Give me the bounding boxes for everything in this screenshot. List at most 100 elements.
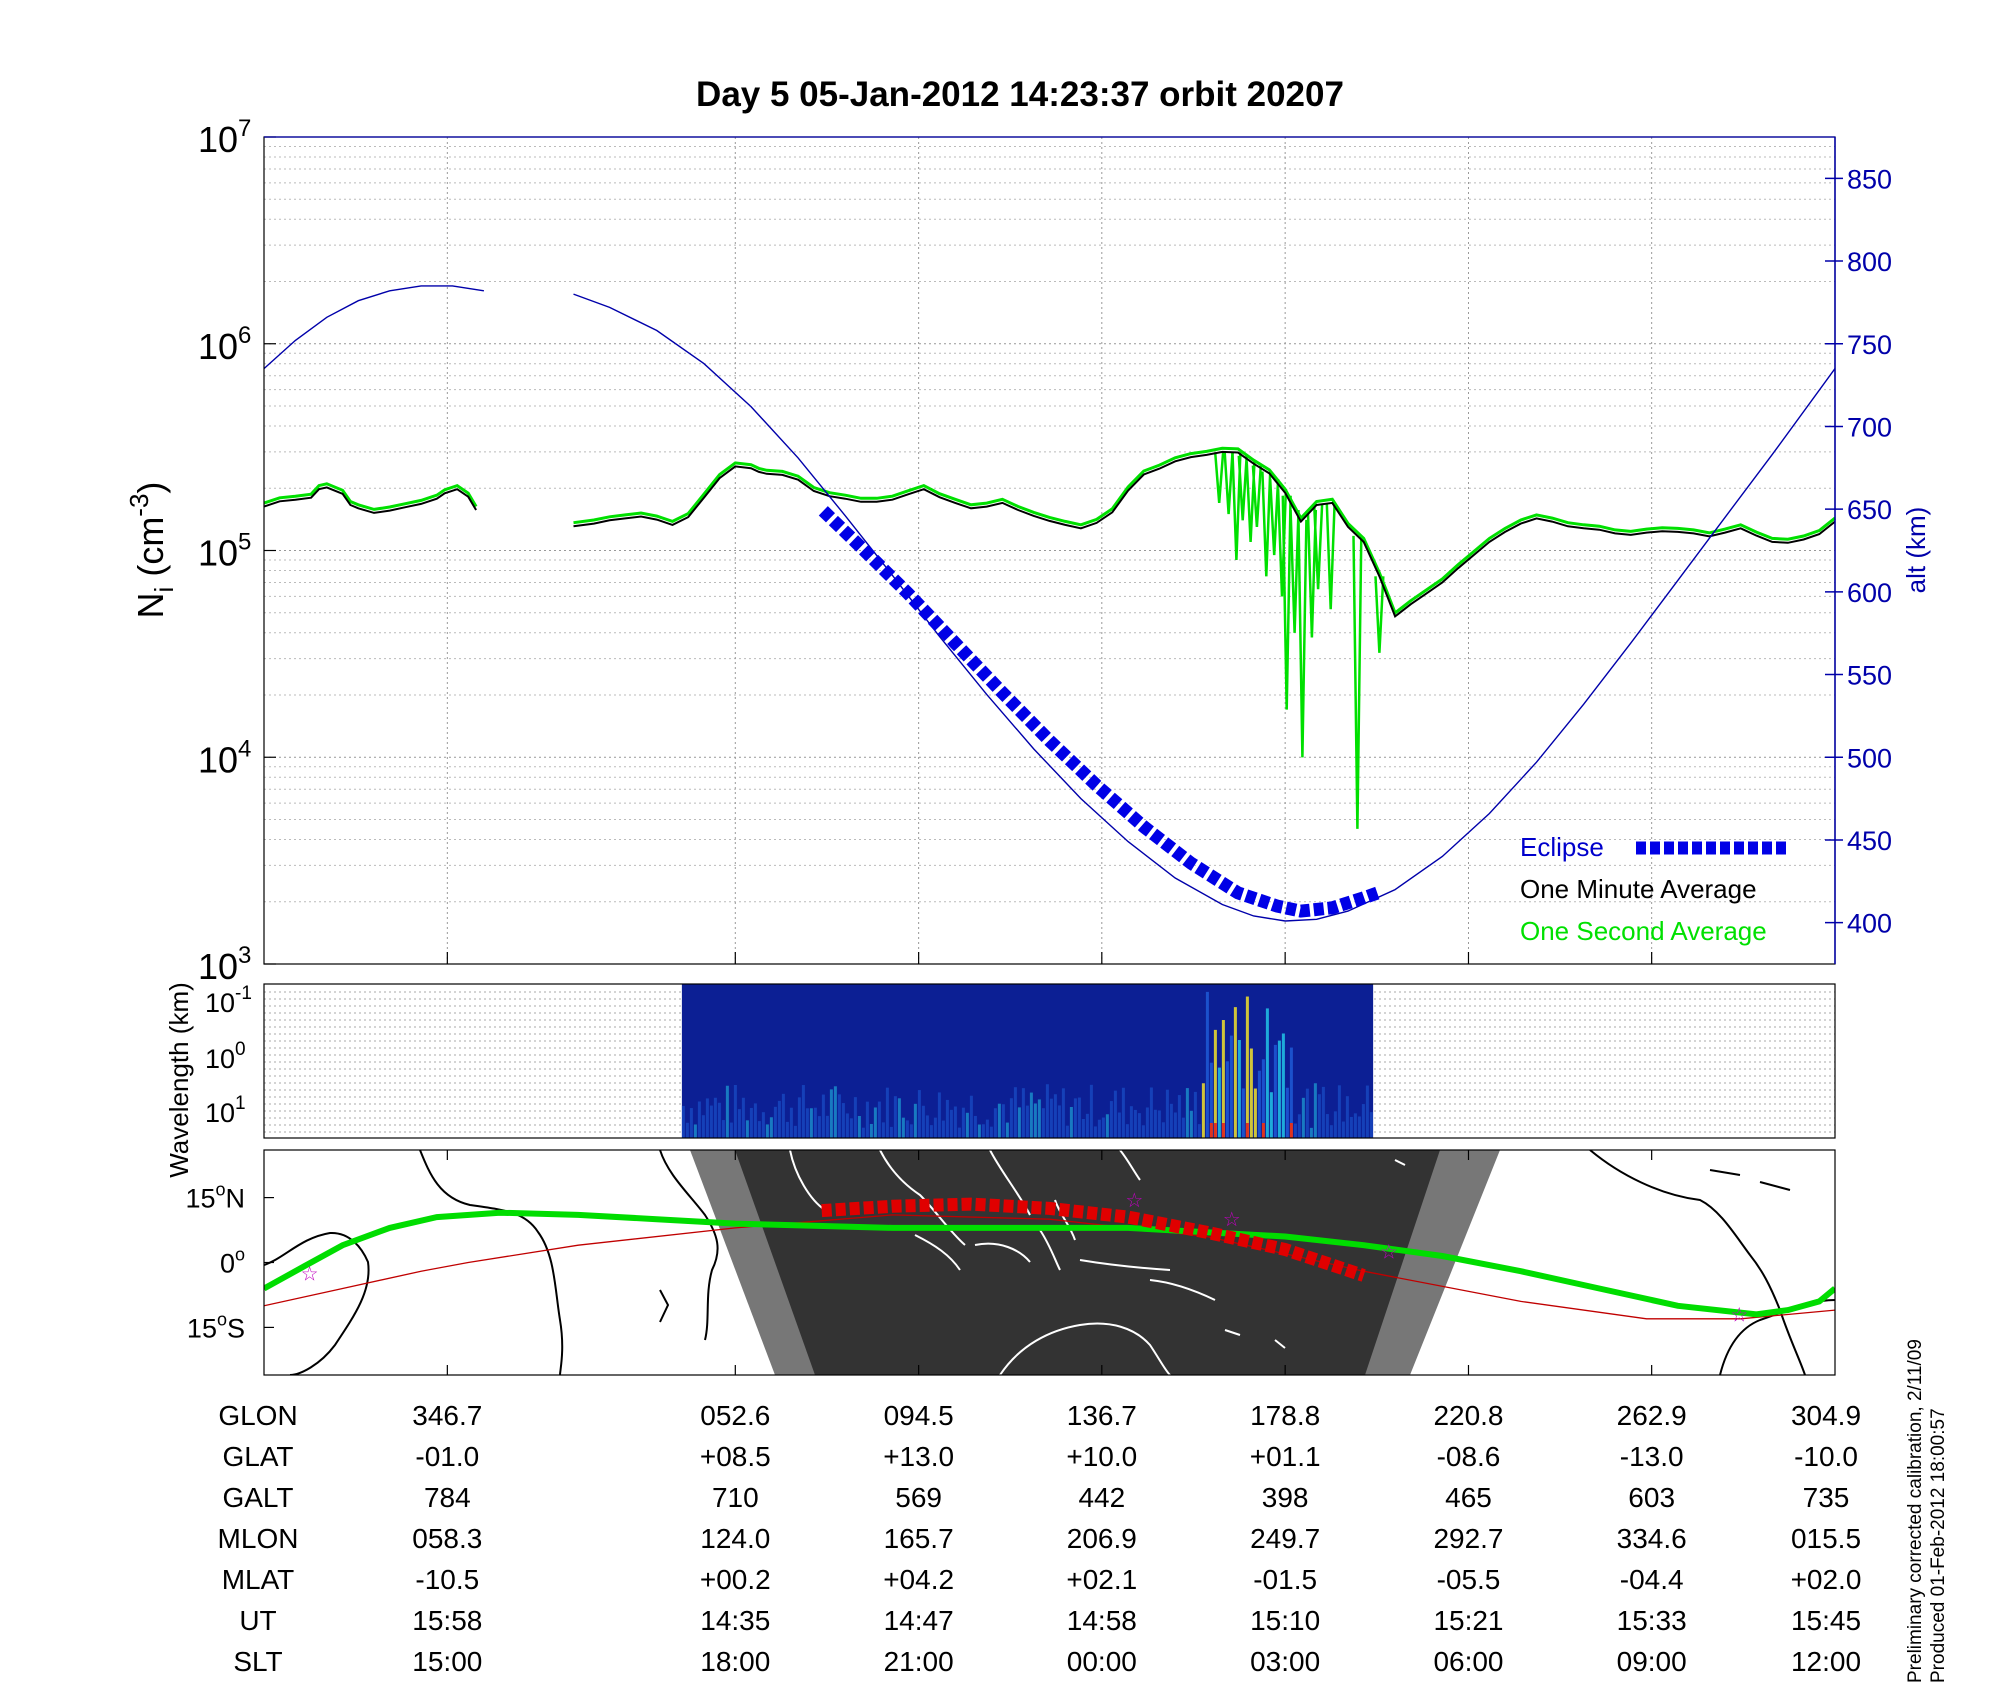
- table-cell: 220.8: [1433, 1400, 1503, 1431]
- table-row: GLAT -01.0 +08.5 +13.0 +10.0 +01.1 -08.6 -13.0 -…: [222, 1441, 1857, 1472]
- spectrogram-hot-streak: [1261, 1123, 1265, 1138]
- spectrogram-streak: [817, 1116, 821, 1138]
- spectrogram-streak: [1153, 1109, 1157, 1138]
- spectrogram-streak: [985, 1119, 989, 1138]
- spectrogram-streak: [933, 1117, 937, 1138]
- spectrogram-streak: [1349, 1116, 1353, 1138]
- table-row-label: MLON: [218, 1523, 299, 1554]
- table-cell: 262.9: [1617, 1400, 1687, 1431]
- table-cell: +00.2: [700, 1564, 771, 1595]
- ground-track-paths: ☆ ☆ ☆ ☆ ☆: [264, 1190, 1835, 1326]
- orbit-ephemeris-table: GLON 346.7 052.6 094.5 136.7 178.8 220.8 262.9 3…: [218, 1400, 1862, 1677]
- spectrogram-streak: [857, 1115, 861, 1138]
- spectrogram-streak: [1073, 1098, 1077, 1138]
- spectrogram-streak: [1313, 1083, 1317, 1138]
- spectrogram-streak: [1057, 1105, 1061, 1138]
- table-cell: 03:00: [1250, 1646, 1320, 1677]
- spectrogram-hot-streak: [1245, 1123, 1249, 1138]
- spectrogram-y-tick-labels: 10-1 100 101: [205, 983, 252, 1128]
- altitude-tick-label: 550: [1847, 661, 1892, 691]
- spectrogram-streak: [697, 1101, 701, 1138]
- spectrogram-streak: [753, 1103, 757, 1138]
- spectrogram-streak: [1009, 1098, 1013, 1138]
- table-cell: -01.0: [415, 1441, 479, 1472]
- spectrogram-streak: [717, 1102, 721, 1138]
- table-cell: +02.0: [1791, 1564, 1862, 1595]
- spectrogram-streak: [1329, 1125, 1333, 1138]
- one-second-spike: [1297, 519, 1308, 758]
- table-cell: 00:00: [1067, 1646, 1137, 1677]
- central-america-coast: [1589, 1150, 1806, 1375]
- spectrogram-streak: [1025, 1105, 1029, 1138]
- table-row-label: GLAT: [222, 1441, 293, 1472]
- table-row: GLON 346.7 052.6 094.5 136.7 178.8 220.8 262.9 3…: [218, 1400, 1861, 1431]
- table-cell: 165.7: [884, 1523, 954, 1554]
- spectrogram-streak: [1341, 1121, 1345, 1138]
- spectrogram-streak: [889, 1126, 893, 1138]
- table-cell: +13.0: [883, 1441, 954, 1472]
- spectrogram-streak: [877, 1101, 881, 1138]
- south-america-coast: [264, 1231, 370, 1375]
- spectrogram-streak: [1253, 1088, 1257, 1138]
- spectrogram-streak: [965, 1112, 969, 1138]
- spectrogram-streak: [1077, 1097, 1081, 1138]
- ground-station-star-icon: ☆: [301, 1263, 319, 1285]
- australia-coast: [999, 1322, 1171, 1375]
- india-coast: [789, 1150, 826, 1211]
- table-cell: 015.5: [1791, 1523, 1861, 1554]
- table-cell: 094.5: [884, 1400, 954, 1431]
- spectrogram-streak: [1225, 1061, 1229, 1138]
- spectrogram-streak: [861, 1127, 865, 1138]
- spectrogram-streak: [1345, 1096, 1349, 1138]
- table-row: GALT 784 710 569 442 398 465 603 735: [222, 1482, 1849, 1513]
- table-cell: 292.7: [1433, 1523, 1503, 1554]
- spectrogram-y-tick-label: 10-1: [205, 983, 252, 1018]
- spectrogram-streak: [1257, 1070, 1261, 1138]
- spectrogram-streak: [1249, 1048, 1253, 1138]
- spectrogram-streak: [693, 1124, 697, 1138]
- spectrogram-streak: [1065, 1125, 1069, 1138]
- spectrogram-streak: [1281, 1033, 1285, 1138]
- spectrogram-border: [263, 983, 1836, 1139]
- one-second-average-line: [573, 446, 1836, 616]
- one-second-spike: [1306, 509, 1318, 638]
- spectrogram-streak: [1105, 1114, 1109, 1138]
- spectrogram-streak: [1041, 1108, 1045, 1138]
- one-second-average-line: [263, 482, 478, 511]
- spectrogram-streak: [989, 1126, 993, 1138]
- altitude-line: [573, 293, 1836, 922]
- spectrogram-streak: [705, 1098, 709, 1138]
- spectrogram-streak: [1177, 1095, 1181, 1138]
- spectrogram-streak: [917, 1090, 921, 1138]
- altitude-tick-label: 450: [1847, 826, 1892, 856]
- spectrogram-streak: [981, 1124, 985, 1138]
- map-latitude-label: 0o: [220, 1245, 245, 1279]
- spectrogram-streak: [997, 1103, 1001, 1138]
- ground-track-line: [264, 1209, 1835, 1318]
- spectrogram-streak: [1265, 1008, 1269, 1138]
- map-latitude-label: 15oN: [185, 1180, 245, 1214]
- spectrogram-hot-streak: [1289, 1123, 1293, 1138]
- eclipse-segment: [818, 506, 1380, 918]
- table-cell: 206.9: [1067, 1523, 1137, 1554]
- legend-second-label: One Second Average: [1520, 916, 1767, 946]
- spectrogram-streak: [1129, 1106, 1133, 1138]
- spectrogram-streak: [1305, 1088, 1309, 1138]
- table-cell: 12:00: [1791, 1646, 1861, 1677]
- table-cell: +02.1: [1066, 1564, 1137, 1595]
- spectrogram-streak: [761, 1112, 765, 1138]
- ground-track-map-panel: ☆ ☆ ☆ ☆ ☆ 15oN 0o 15oS: [185, 1149, 1836, 1376]
- spectrogram-streak: [1137, 1113, 1141, 1138]
- spectrogram-streak: [941, 1120, 945, 1138]
- table-cell: 18:00: [700, 1646, 770, 1677]
- spectrogram-streak: [737, 1109, 741, 1138]
- spectrogram-streak: [1285, 1087, 1289, 1138]
- legend-minute-label: One Minute Average: [1520, 874, 1757, 904]
- spectrogram-streak: [709, 1105, 713, 1138]
- africa-coast: [419, 1150, 564, 1375]
- one-second-spike: [1312, 504, 1324, 590]
- spectrogram-streak: [1157, 1110, 1161, 1138]
- one-second-spike: [1268, 479, 1280, 556]
- spectrogram-streak: [945, 1099, 949, 1138]
- table-cell: 249.7: [1250, 1523, 1320, 1554]
